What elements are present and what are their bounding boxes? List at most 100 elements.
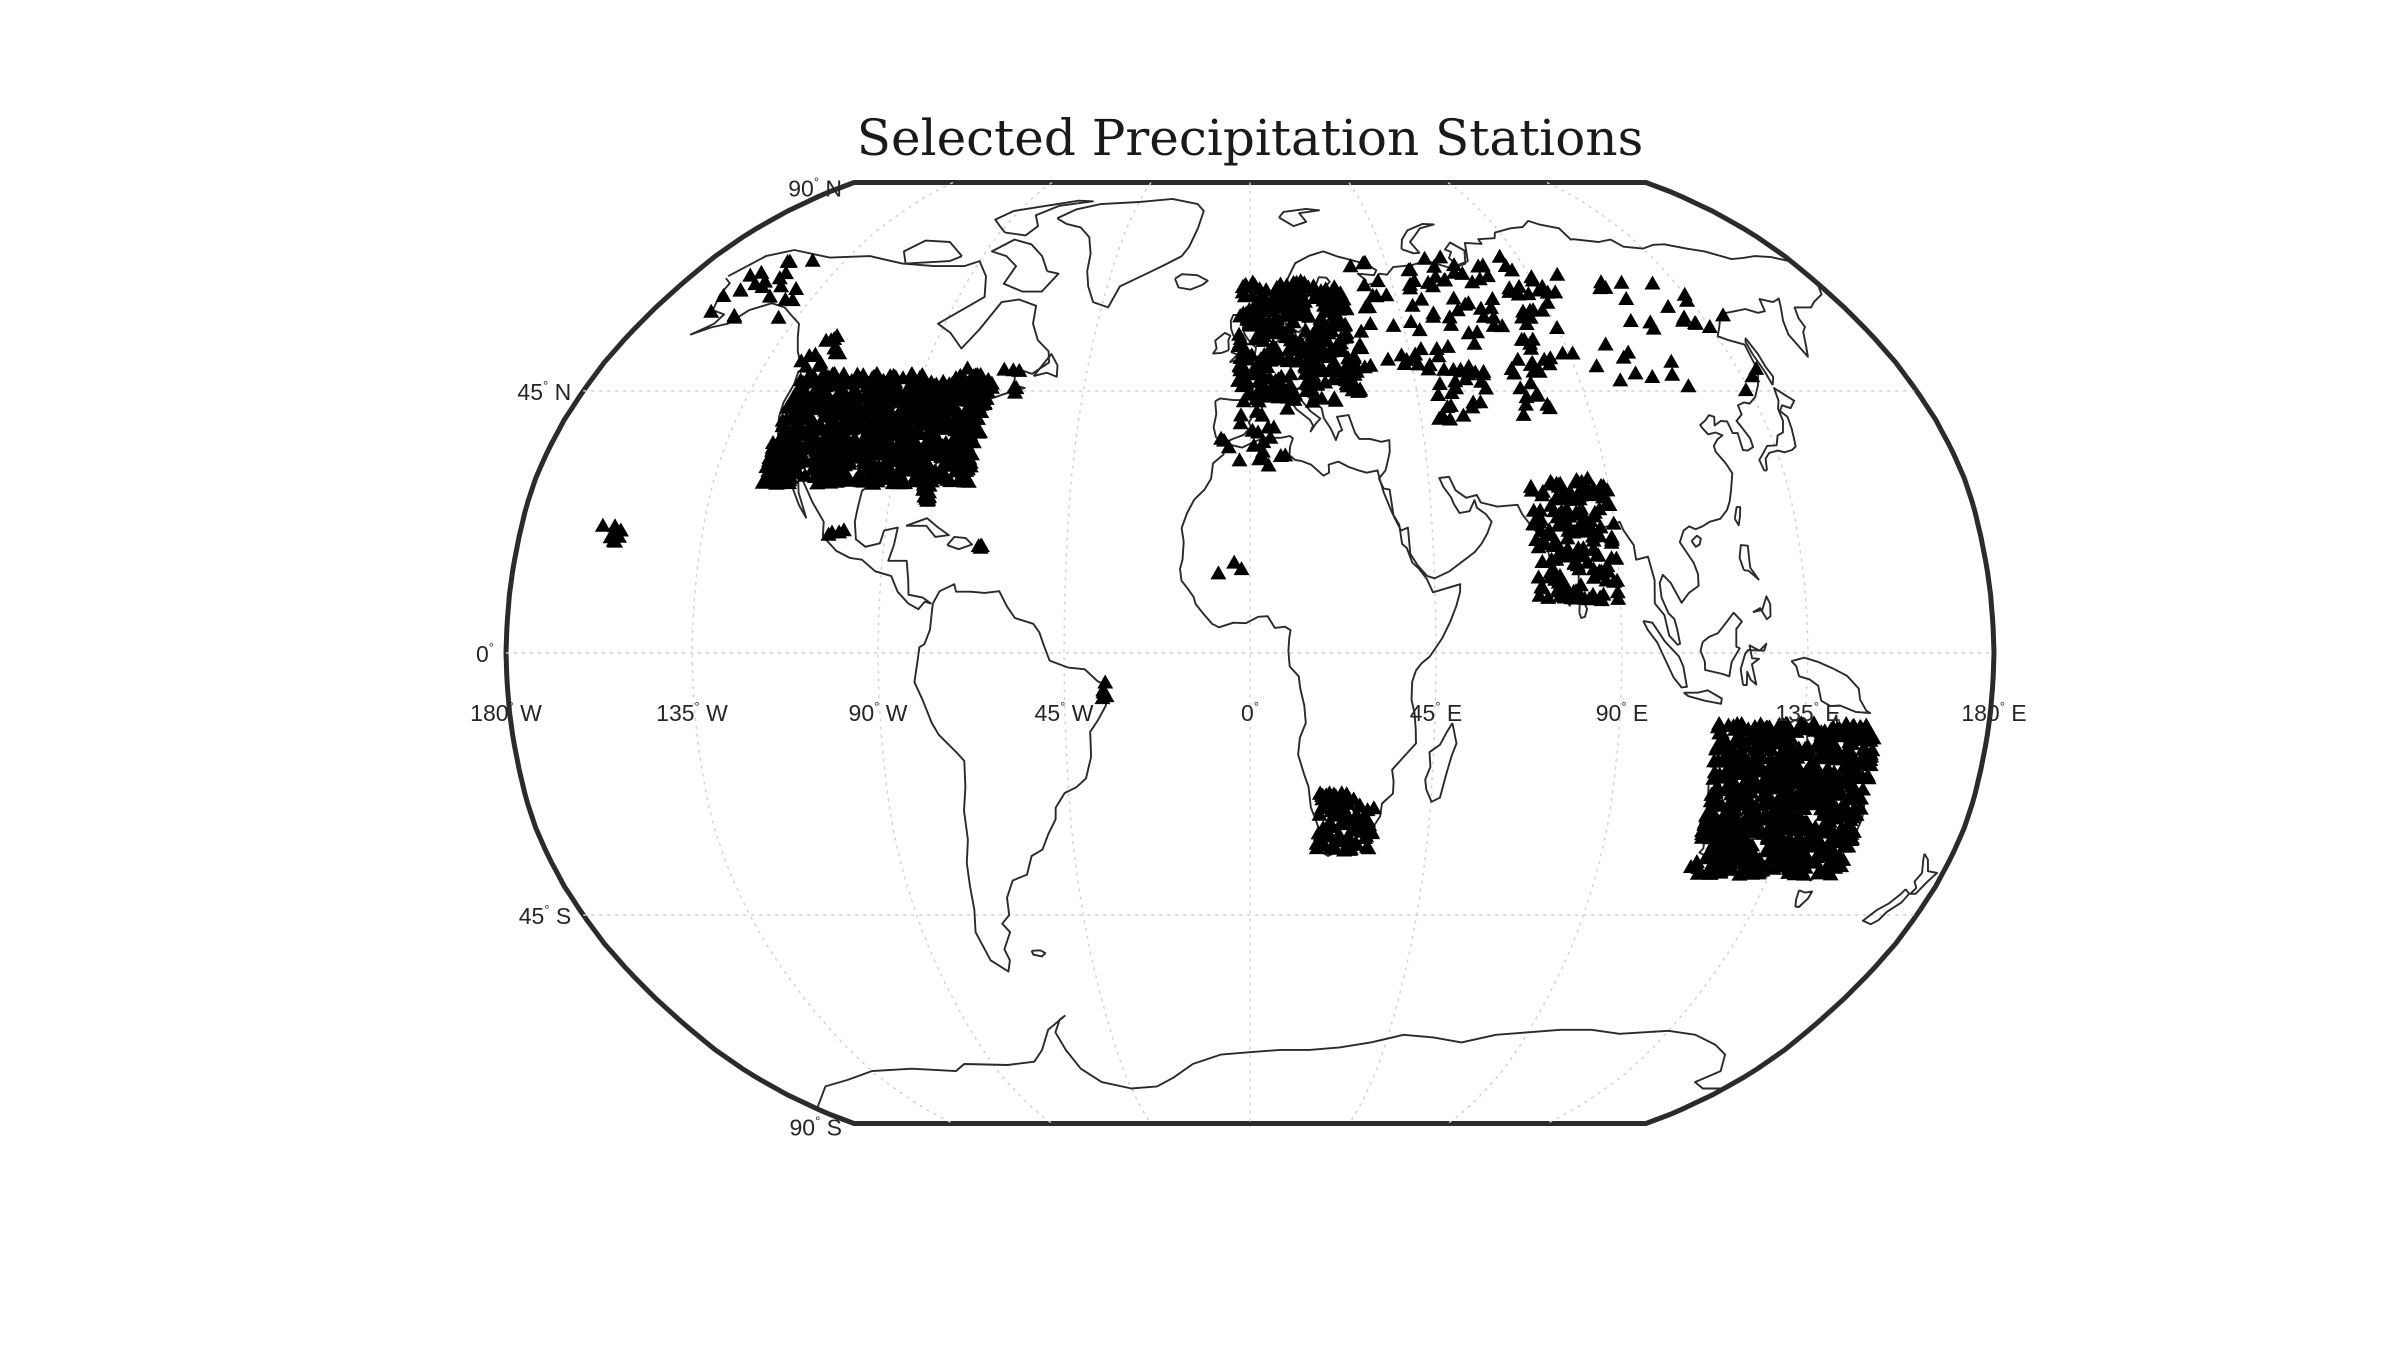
station-marker	[1359, 802, 1376, 817]
station-marker	[1731, 866, 1748, 881]
station-marker	[1549, 491, 1566, 506]
hemisphere-letter: E	[1441, 700, 1463, 726]
station-marker	[1473, 373, 1490, 388]
station-marker	[772, 436, 789, 451]
station-marker	[1730, 825, 1747, 840]
station-group-east-asia	[1592, 274, 1765, 397]
station-marker	[1717, 768, 1733, 783]
station-marker	[818, 332, 835, 347]
coastline-luzon	[1738, 544, 1760, 581]
station-marker	[1576, 548, 1593, 563]
station-marker	[1297, 302, 1314, 317]
station-marker	[1839, 743, 1856, 758]
station-marker	[946, 384, 963, 399]
station-marker	[773, 429, 790, 443]
station-group-florida	[915, 470, 940, 507]
station-marker	[916, 380, 932, 395]
station-marker	[889, 471, 906, 486]
station-marker	[795, 380, 811, 394]
longitude-value: 180	[1961, 700, 1999, 726]
station-marker	[1455, 407, 1472, 422]
station-group-australia	[1683, 715, 1882, 881]
coastline-south-america	[913, 583, 1107, 973]
station-marker	[1597, 279, 1614, 294]
station-marker	[1606, 573, 1623, 588]
station-marker	[1270, 389, 1287, 404]
station-marker	[1447, 373, 1464, 388]
station-marker	[878, 402, 895, 416]
station-marker	[1622, 313, 1639, 327]
station-marker	[1305, 278, 1322, 293]
station-marker	[1708, 741, 1724, 756]
station-marker	[1815, 733, 1832, 748]
station-marker	[594, 517, 611, 532]
station-marker	[1454, 265, 1471, 280]
station-marker	[816, 381, 833, 396]
station-marker	[804, 252, 821, 267]
station-marker	[1511, 278, 1527, 293]
station-marker	[1233, 407, 1249, 422]
station-marker	[1533, 523, 1549, 537]
station-marker	[1723, 861, 1740, 876]
station-marker	[1484, 291, 1501, 305]
station-marker	[1534, 483, 1551, 498]
station-marker	[829, 328, 846, 342]
degree-symbol: °	[1435, 699, 1440, 714]
station-marker	[792, 391, 809, 406]
station-marker	[1790, 852, 1807, 867]
station-marker	[1287, 340, 1303, 355]
meridian-line	[1348, 182, 1437, 1124]
station-marker	[1524, 331, 1541, 346]
station-marker	[1403, 314, 1419, 328]
station-marker	[1752, 716, 1769, 731]
degree-symbol: °	[1060, 699, 1065, 714]
station-marker	[754, 279, 771, 293]
station-marker	[1309, 376, 1326, 391]
coastline-novaya-zemlya	[1400, 222, 1435, 255]
station-marker	[1559, 516, 1576, 531]
coastline-nz-north	[1909, 853, 1939, 895]
station-marker	[1803, 790, 1820, 805]
station-marker	[873, 446, 890, 461]
station-marker	[1259, 350, 1276, 364]
station-marker	[788, 281, 805, 295]
station-marker	[1610, 590, 1627, 605]
station-marker	[1402, 276, 1418, 291]
station-marker	[1865, 730, 1882, 745]
station-marker	[1509, 351, 1526, 366]
station-marker	[1457, 296, 1474, 311]
station-marker	[934, 449, 951, 464]
station-marker	[939, 388, 956, 403]
station-marker	[965, 380, 982, 395]
station-marker	[983, 379, 1000, 394]
station-marker	[1452, 363, 1469, 378]
station-marker	[1843, 726, 1860, 741]
station-marker	[1431, 410, 1448, 425]
station-marker	[1432, 249, 1449, 264]
station-marker	[1315, 333, 1332, 348]
station-marker	[1248, 391, 1265, 405]
station-marker	[1011, 362, 1028, 377]
station-marker	[1404, 297, 1421, 312]
station-marker	[1813, 824, 1829, 839]
station-marker	[1522, 478, 1539, 493]
latitude-label: 0°	[476, 640, 494, 667]
station-marker	[859, 460, 876, 475]
station-marker	[1308, 835, 1325, 850]
station-marker	[1430, 387, 1447, 401]
station-marker	[605, 532, 622, 547]
station-marker	[827, 339, 844, 354]
longitude-value: 135	[1775, 700, 1813, 726]
station-marker	[1338, 365, 1355, 380]
station-marker	[1770, 810, 1787, 825]
station-marker	[1329, 807, 1346, 822]
station-marker	[1474, 257, 1491, 272]
coastline-taiwan	[1733, 506, 1742, 527]
station-marker	[1783, 731, 1800, 746]
station-marker	[1845, 780, 1862, 795]
station-marker	[1575, 540, 1592, 555]
station-marker	[1754, 749, 1771, 764]
station-group-central-asia	[1420, 354, 1558, 426]
station-marker	[828, 473, 845, 488]
station-group-europe	[1230, 273, 1369, 408]
